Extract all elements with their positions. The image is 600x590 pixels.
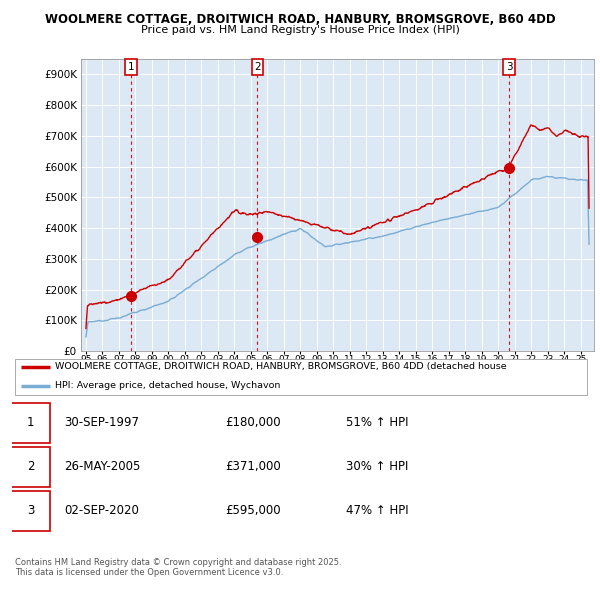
- FancyBboxPatch shape: [11, 491, 50, 530]
- Text: 02-SEP-2020: 02-SEP-2020: [64, 504, 139, 517]
- Text: 30% ↑ HPI: 30% ↑ HPI: [346, 460, 409, 473]
- Text: 1: 1: [128, 62, 134, 72]
- FancyBboxPatch shape: [11, 447, 50, 487]
- Text: WOOLMERE COTTAGE, DROITWICH ROAD, HANBURY, BROMSGROVE, B60 4DD (detached house: WOOLMERE COTTAGE, DROITWICH ROAD, HANBUR…: [55, 362, 507, 372]
- Text: 26-MAY-2005: 26-MAY-2005: [64, 460, 140, 473]
- Text: 2: 2: [254, 62, 261, 72]
- Text: 30-SEP-1997: 30-SEP-1997: [64, 416, 139, 429]
- Text: 51% ↑ HPI: 51% ↑ HPI: [346, 416, 409, 429]
- FancyBboxPatch shape: [15, 359, 587, 395]
- Text: £180,000: £180,000: [225, 416, 281, 429]
- Text: 3: 3: [506, 62, 512, 72]
- Text: HPI: Average price, detached house, Wychavon: HPI: Average price, detached house, Wych…: [55, 381, 281, 391]
- Text: £371,000: £371,000: [225, 460, 281, 473]
- Text: 3: 3: [27, 504, 34, 517]
- FancyBboxPatch shape: [11, 403, 50, 442]
- Text: 47% ↑ HPI: 47% ↑ HPI: [346, 504, 409, 517]
- Text: Price paid vs. HM Land Registry's House Price Index (HPI): Price paid vs. HM Land Registry's House …: [140, 25, 460, 35]
- Text: 2: 2: [26, 460, 34, 473]
- Text: WOOLMERE COTTAGE, DROITWICH ROAD, HANBURY, BROMSGROVE, B60 4DD: WOOLMERE COTTAGE, DROITWICH ROAD, HANBUR…: [44, 13, 556, 26]
- Text: Contains HM Land Registry data © Crown copyright and database right 2025.
This d: Contains HM Land Registry data © Crown c…: [15, 558, 341, 577]
- Text: £595,000: £595,000: [225, 504, 281, 517]
- Text: 1: 1: [26, 416, 34, 429]
